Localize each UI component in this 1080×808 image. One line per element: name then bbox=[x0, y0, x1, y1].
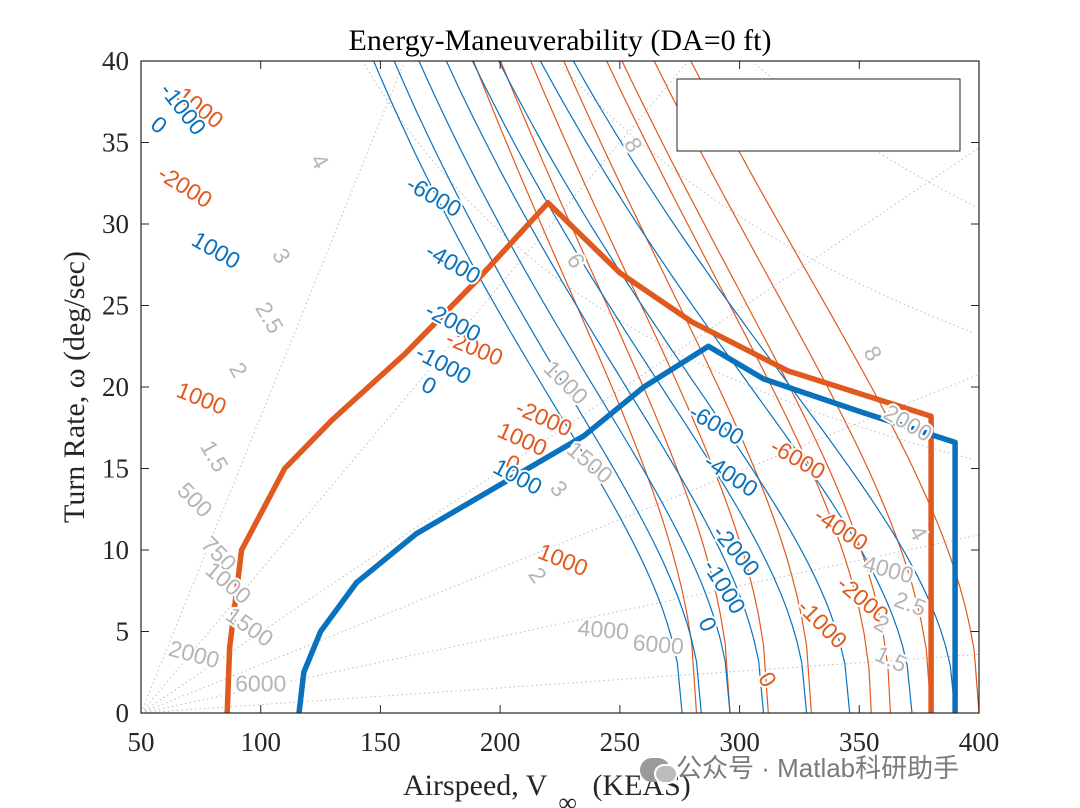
ps-contour-blue-10 bbox=[498, 61, 851, 713]
y-tick-label-5: 25 bbox=[102, 291, 129, 321]
gray-label-13: 6000 bbox=[235, 670, 286, 696]
ps-contour-orange-3 bbox=[606, 61, 872, 713]
x-tick-label-0: 50 bbox=[128, 727, 155, 757]
ps-contour-orange-2 bbox=[621, 61, 891, 713]
x-tick-label-6: 350 bbox=[839, 727, 880, 757]
legend-box bbox=[676, 78, 961, 152]
ps-contour-blue-12 bbox=[445, 61, 765, 713]
ps-contour-orange-1 bbox=[653, 61, 932, 713]
x-tick-label-3: 200 bbox=[480, 727, 521, 757]
watermark-text: 公众号 · Matlab科研助手 bbox=[676, 753, 960, 783]
ps-contour-orange-4 bbox=[563, 61, 812, 713]
ps-contour-orange-7 bbox=[472, 61, 698, 713]
y-tick-label-6: 30 bbox=[102, 209, 129, 239]
ps-contour-blue-15 bbox=[373, 61, 683, 713]
gray-label-14: 4000 bbox=[577, 614, 630, 644]
gray-label-15: 6000 bbox=[632, 629, 685, 659]
ps-contour-blue-8 bbox=[572, 61, 956, 713]
ps-contour-blue-11 bbox=[471, 61, 808, 713]
ps-contour-orange-6 bbox=[499, 61, 731, 713]
y-tick-label-8: 40 bbox=[102, 46, 129, 76]
y-tick-label-7: 35 bbox=[102, 128, 129, 158]
x-tick-label-5: 300 bbox=[719, 727, 760, 757]
chart-title: Energy-Maneuverability (DA=0 ft) bbox=[349, 24, 772, 57]
gray-arc-1 bbox=[556, 61, 975, 334]
gray-grid-layer bbox=[141, 61, 979, 713]
y-tick-label-1: 5 bbox=[116, 617, 130, 647]
y-tick-label-4: 20 bbox=[102, 372, 129, 402]
x-tick-label-2: 150 bbox=[360, 727, 401, 757]
y-tick-label-2: 10 bbox=[102, 535, 129, 565]
envelope-layer bbox=[224, 200, 958, 713]
envelope-1 bbox=[296, 343, 958, 713]
ps-contour-layer bbox=[373, 61, 979, 713]
wechat-icon bbox=[640, 758, 678, 785]
y-axis-label: Turn Rate, ω (deg/sec) bbox=[58, 251, 91, 523]
watermark: 公众号 · Matlab科研助手 bbox=[640, 748, 959, 785]
x-tick-label-4: 250 bbox=[600, 727, 641, 757]
y-tick-label-0: 0 bbox=[116, 698, 130, 728]
x-axis-label-main: Airspeed, V bbox=[403, 769, 548, 802]
ps-contour-blue-9 bbox=[539, 61, 913, 713]
y-tick-label-3: 15 bbox=[102, 454, 129, 484]
ps-contour-blue-13 bbox=[418, 61, 731, 713]
ps-contour-orange-5 bbox=[530, 61, 769, 713]
ps-contour-orange-0 bbox=[690, 61, 979, 713]
x-tick-label-7: 400 bbox=[959, 727, 1000, 757]
x-axis-label-subscript: ∞ bbox=[558, 788, 577, 808]
ps-contour-blue-14 bbox=[393, 61, 702, 713]
x-tick-label-1: 100 bbox=[240, 727, 281, 757]
envelope-0 bbox=[224, 200, 934, 713]
